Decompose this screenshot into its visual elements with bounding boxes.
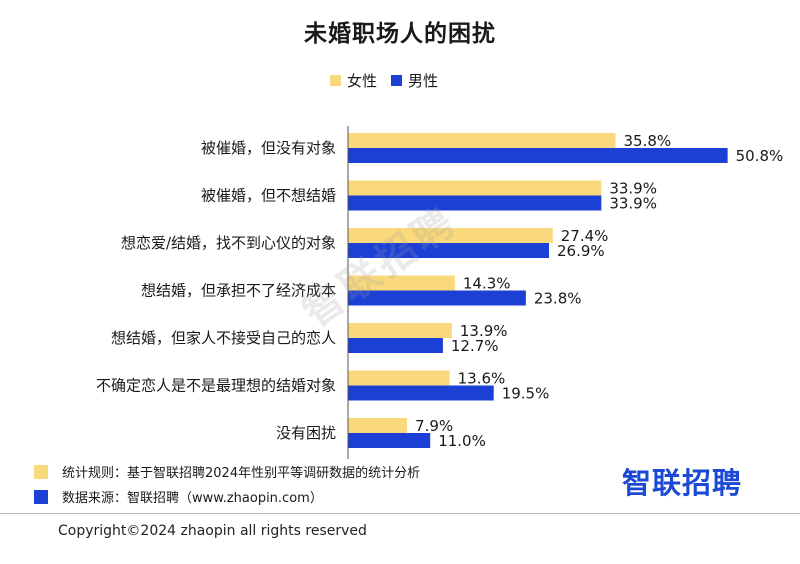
category-label: 没有困扰 — [276, 424, 336, 442]
footnote-source: 数据来源：智联招聘（www.zhaopin.com） — [34, 487, 323, 506]
footnote-swatch-yellow — [34, 464, 48, 479]
bar-male — [348, 243, 550, 258]
footnote-source-text: 数据来源：智联招聘（www.zhaopin.com） — [62, 491, 323, 506]
bar-female — [348, 370, 450, 386]
data-label: 12.7% — [451, 337, 499, 355]
data-label: 33.9% — [609, 180, 657, 198]
chart-legend: 女性 男性 — [330, 70, 452, 91]
bar-female — [348, 228, 553, 243]
footer-divider — [0, 513, 800, 514]
bar-female — [348, 418, 408, 433]
legend-label-female: 女性 — [347, 72, 378, 90]
bar-male — [348, 433, 431, 448]
footnote-rule-text: 统计规则：基于智联招聘2024年性别平等调研数据的统计分析 — [62, 466, 421, 481]
brand-logo: 智联招聘 — [622, 466, 743, 500]
legend-item-male: 男性 — [391, 70, 438, 91]
data-label: 14.3% — [463, 275, 511, 293]
legend-label-male: 男性 — [408, 72, 439, 90]
category-label: 被催婚，但没有对象 — [201, 139, 336, 157]
data-label: 13.6% — [458, 370, 506, 388]
data-label: 7.9% — [415, 417, 453, 435]
data-label: 23.8% — [534, 290, 582, 308]
legend-item-female: 女性 — [330, 70, 377, 91]
data-label: 19.5% — [502, 385, 550, 403]
bar-female — [348, 323, 452, 338]
bar-male — [348, 385, 494, 401]
bar-male — [348, 148, 728, 163]
data-label: 35.8% — [624, 132, 672, 150]
chart-title: 未婚职场人的困扰 — [304, 21, 496, 47]
footnote-swatch-blue — [34, 489, 48, 504]
bar-female — [348, 133, 616, 148]
bar-male — [348, 290, 526, 306]
category-label: 想结婚，但家人不接受自己的恋人 — [111, 329, 336, 347]
data-label: 27.4% — [561, 227, 609, 245]
category-label: 被催婚，但不想结婚 — [201, 187, 336, 205]
category-label: 想结婚，但承担不了经济成本 — [141, 282, 336, 300]
data-label: 26.9% — [557, 242, 605, 260]
bar-female — [348, 180, 602, 196]
legend-swatch-male — [391, 75, 403, 86]
data-label: 11.0% — [438, 432, 486, 450]
data-label: 13.9% — [460, 322, 508, 340]
footnote-rule: 统计规则：基于智联招聘2024年性别平等调研数据的统计分析 — [34, 462, 420, 481]
legend-swatch-female — [330, 75, 341, 86]
copyright-text: Copyright©2024 zhaopin all rights reserv… — [58, 523, 367, 539]
category-label: 不确定恋人是不是最理想的结婚对象 — [96, 377, 336, 395]
bar-male — [348, 195, 602, 211]
bar-female — [348, 275, 455, 291]
data-label: 50.8% — [736, 147, 784, 165]
category-label: 想恋爱/结婚，找不到心仪的对象 — [121, 234, 336, 252]
data-label: 33.9% — [609, 195, 657, 213]
bar-chart: 被催婚，但没有对象 35.8% 50.8% 被催婚，但不想结婚 33.9%33.9% 想恋… — [96, 126, 784, 459]
bar-male — [348, 338, 443, 353]
